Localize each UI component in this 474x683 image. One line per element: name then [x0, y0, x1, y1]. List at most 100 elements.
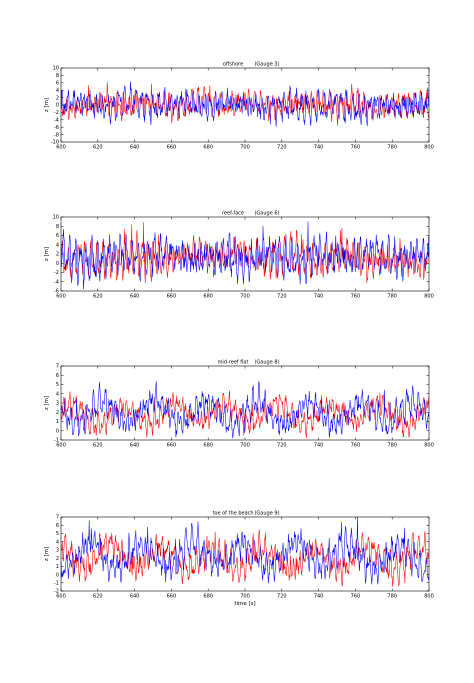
series-line-blue: [61, 221, 429, 290]
y-tick-label: 0: [56, 103, 59, 109]
y-tick-label: 4: [56, 391, 59, 397]
chart-title-note: (Gauge 8): [254, 360, 279, 366]
x-tick-label: 700: [240, 294, 250, 300]
x-tick-label: 760: [351, 443, 361, 449]
series-line-blue: [61, 517, 429, 585]
x-tick-label: 640: [130, 145, 140, 151]
y-tick-label: -2: [54, 270, 59, 276]
x-tick-label: 660: [167, 145, 177, 151]
x-tick-label: 700: [240, 443, 250, 449]
y-tick-label: 0: [56, 572, 59, 578]
x-tick-label: 780: [387, 294, 397, 300]
y-tick-label: 2: [56, 252, 59, 258]
y-tick-label: 4: [56, 242, 59, 248]
y-tick-label: 2: [56, 410, 59, 416]
y-tick-label: 2: [56, 95, 59, 101]
y-tick-label: -2: [54, 110, 59, 116]
x-tick-label: 600: [56, 594, 66, 600]
y-tick-label: 4: [56, 88, 59, 94]
y-tick-label: 10: [53, 66, 59, 72]
y-tick-label: 6: [56, 81, 59, 87]
x-tick-label: 760: [351, 594, 361, 600]
x-tick-label: 780: [387, 145, 397, 151]
x-tick-label: 680: [203, 594, 213, 600]
x-tick-label: 600: [56, 145, 66, 151]
series-line-blue: [61, 381, 429, 439]
x-tick-label: 760: [351, 145, 361, 151]
y-tick-label: 1: [56, 564, 59, 570]
y-tick-label: -2: [54, 589, 59, 595]
x-tick-label: 720: [277, 443, 287, 449]
y-tick-label: -6: [54, 125, 59, 131]
x-tick-label: 640: [130, 443, 140, 449]
y-tick-label: 8: [56, 73, 59, 79]
y-tick-label: 7: [56, 515, 59, 521]
x-axis-label: time [s]: [234, 601, 255, 607]
y-tick-label: 0: [56, 261, 59, 267]
x-tick-label: 740: [314, 443, 324, 449]
chart-panel-4: 600 620 640 660 680 700 720 740 760 780 800 -2 -1 0 1 2…: [44, 511, 434, 608]
x-tick-label: 760: [351, 294, 361, 300]
x-tick-label: 720: [277, 594, 287, 600]
y-axis-label: z [m]: [44, 247, 50, 261]
y-tick-label: 5: [56, 531, 59, 537]
y-tick-label: 7: [56, 364, 59, 370]
chart-title: toe of the beach: [212, 511, 253, 517]
y-tick-label: 10: [53, 215, 59, 221]
series-line-blue: [61, 81, 429, 127]
x-tick-label: 660: [167, 294, 177, 300]
x-tick-label: 640: [130, 594, 140, 600]
x-tick-label: 800: [424, 145, 434, 151]
x-tick-label: 780: [387, 594, 397, 600]
y-tick-label: -8: [54, 132, 59, 138]
y-tick-label: -6: [54, 289, 59, 295]
x-tick-label: 620: [93, 294, 103, 300]
chart-title-note: (Gauge 3): [254, 62, 279, 68]
chart-title: reef-face: [222, 211, 244, 217]
y-tick-label: -1: [54, 580, 59, 586]
x-tick-label: 740: [314, 294, 324, 300]
x-tick-label: 700: [240, 594, 250, 600]
x-tick-label: 660: [167, 594, 177, 600]
y-tick-label: 8: [56, 224, 59, 230]
y-tick-label: 6: [56, 523, 59, 529]
y-tick-label: 3: [56, 401, 59, 407]
x-tick-label: 680: [203, 294, 213, 300]
y-tick-label: 5: [56, 382, 59, 388]
x-tick-label: 640: [130, 294, 140, 300]
x-tick-label: 660: [167, 443, 177, 449]
y-tick-label: -1: [54, 438, 59, 444]
x-tick-label: 620: [93, 145, 103, 151]
y-tick-label: -10: [51, 140, 59, 146]
chart-title: offshore: [223, 62, 243, 68]
x-tick-label: 780: [387, 443, 397, 449]
y-tick-label: 0: [56, 428, 59, 434]
y-tick-label: -4: [54, 279, 59, 285]
x-tick-label: 800: [424, 443, 434, 449]
y-tick-label: -4: [54, 118, 59, 124]
chart-panel-2: 600 620 640 660 680 700 720 740 760 780 800 -6 -4 -2 0…: [44, 211, 434, 300]
x-tick-label: 800: [424, 294, 434, 300]
chart-title-note: (Gauge 6): [254, 211, 279, 217]
y-tick-label: 6: [56, 373, 59, 379]
chart-panel-1: 600 620 640 660 680 700 720 740 760 780 800-10-8-6…: [44, 62, 434, 151]
y-tick-label: 6: [56, 233, 59, 239]
x-tick-label: 800: [424, 594, 434, 600]
y-tick-label: 1: [56, 419, 59, 425]
x-tick-label: 740: [314, 594, 324, 600]
chart-title: mid-reef flat: [218, 360, 249, 366]
x-tick-label: 720: [277, 294, 287, 300]
x-tick-label: 600: [56, 294, 66, 300]
y-tick-label: 2: [56, 556, 59, 562]
x-tick-label: 620: [93, 443, 103, 449]
y-tick-label: 4: [56, 539, 59, 545]
y-axis-label: z [m]: [44, 396, 50, 410]
chart-title-note: (Gauge 9): [254, 511, 279, 517]
y-axis-label: z [m]: [44, 98, 50, 112]
y-axis-label: z [m]: [44, 547, 50, 561]
x-tick-label: 680: [203, 145, 213, 151]
x-tick-label: 740: [314, 145, 324, 151]
x-tick-label: 680: [203, 443, 213, 449]
y-tick-label: 3: [56, 548, 59, 554]
